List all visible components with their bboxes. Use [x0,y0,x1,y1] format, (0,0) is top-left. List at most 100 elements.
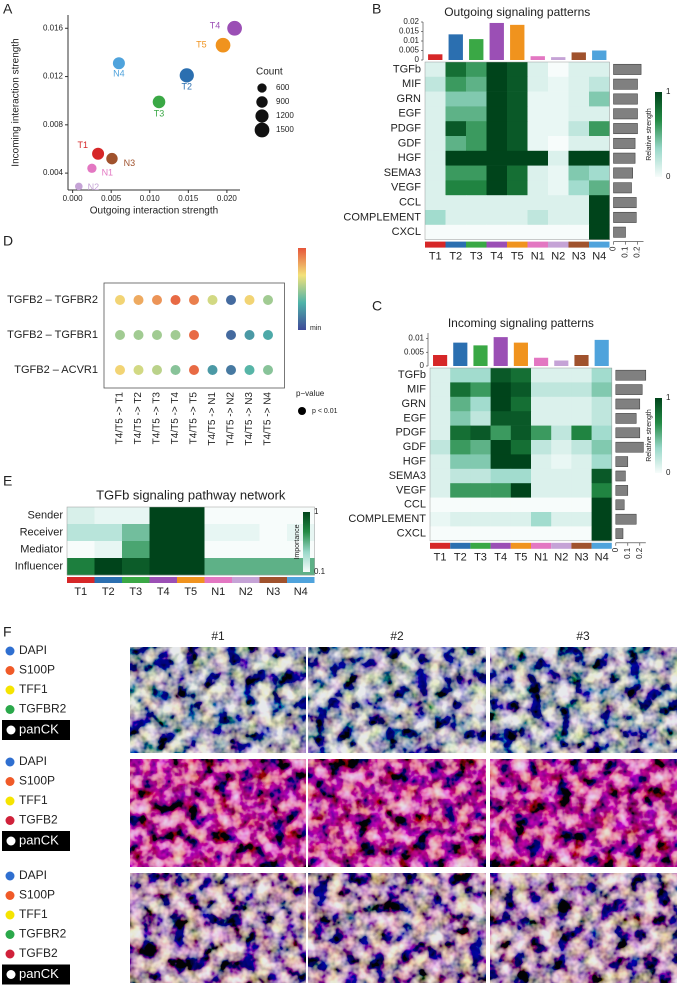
dot [133,365,144,375]
heat-cell [94,541,123,559]
panel-label: B [372,1,381,17]
heat-cell [591,526,613,542]
legend-dot [5,949,15,959]
column-label: N1 [211,586,225,598]
image [130,647,306,753]
legend-dot [5,646,15,656]
column-color [548,241,569,248]
column-color [568,241,589,248]
heat-cell [450,368,471,383]
column-label: T4/T5 -> N4 [263,392,274,446]
point [92,147,105,160]
heat-cell [490,396,512,412]
legend-size [256,96,268,108]
heat-cell [470,468,491,484]
column-color [94,577,122,583]
heat-cell [589,91,610,107]
legend-label: panCK [19,721,59,736]
heat-cell [531,396,552,412]
column-label: T2 [102,586,115,598]
plot-border [103,282,285,389]
heat-cell [591,468,613,484]
heat-cell [589,224,610,240]
heat-border [66,506,315,576]
legend-title: Count [256,67,283,78]
heat-cell [571,483,592,498]
panel-label: F [3,624,12,640]
heat-cell [490,512,512,527]
heat-cell [430,454,451,470]
heat-cell [531,411,552,426]
image [308,647,486,753]
panel-label: E [3,473,12,489]
bar [615,441,644,453]
heat-cell [450,425,471,441]
heat-cell [445,150,467,166]
heat-cell [430,368,451,383]
heat-cell [425,165,446,181]
heat-cell [259,524,288,542]
column-label: N1 [531,251,545,263]
row-label: GDF [403,441,427,453]
colorbar-tick: 0.1 [314,567,326,576]
legend-label: TGFB2 [19,946,58,960]
point [106,152,118,165]
column-color [490,542,511,549]
row-label: COMPLEMENT [348,513,426,525]
x-tick-label: 0.000 [63,194,84,203]
heat-cell [531,368,552,383]
colorbar [303,512,310,572]
column-label: T4/T5 -> N3 [244,392,255,446]
heat-cell [548,76,569,92]
row-label: SEMA3 [389,470,426,482]
heat-cell [486,224,508,240]
legend-label: S100P [19,663,55,677]
legend-label: panCK [19,966,59,981]
heat-cell [510,411,532,426]
dot [263,365,273,375]
row-label: GRN [402,398,427,410]
point [152,95,166,109]
column-label: N4 [294,586,308,598]
colorbar-title: Relative strength [646,409,653,462]
heat-cell [445,91,467,107]
heat-cell [470,454,491,470]
heat-cell [548,224,569,240]
legend-box [2,964,70,985]
image [308,759,486,867]
heat-cell [527,106,549,122]
heat-cell [589,210,610,226]
heat-cell [591,483,613,498]
column-header: #1 [211,629,225,643]
heat-cell [177,558,205,576]
bar [613,152,636,164]
heat-cell [510,425,532,441]
heat-cell [450,396,471,412]
heat-cell [486,165,508,181]
bar [530,56,545,60]
micrographs [130,647,677,983]
panel-label: D [3,233,13,249]
column-label: N4 [595,552,609,564]
legend-dot [5,685,15,695]
bar [473,345,488,366]
heat-cell [287,507,315,525]
heat-cell [548,91,569,107]
heat-cell [510,512,532,527]
row-label: TGFB2 – TGFBR1 [7,329,98,341]
image [308,873,486,983]
image [490,647,677,753]
heat-cell [589,62,610,78]
row-label: MIF [402,78,421,90]
heat-cell [568,76,590,92]
column-color [430,542,451,549]
legend-dot [5,930,15,939]
legend-dot [5,757,15,767]
row-label: TGFB2 – ACVR1 [14,364,98,376]
legend-label: 900 [276,97,290,106]
column-color [450,542,471,549]
x-tick-label: 0.020 [217,194,238,203]
heat-cell [531,526,552,542]
row-label: EGF [403,412,426,424]
heat-cell [177,507,205,525]
